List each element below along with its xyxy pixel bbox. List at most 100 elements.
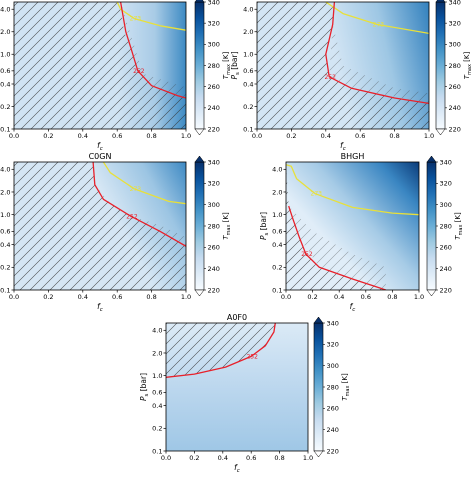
x-tick-label: 0.6 — [361, 293, 371, 301]
x-tick-label: 0.2 — [286, 132, 296, 140]
hatched-region — [166, 323, 276, 451]
colorbar-tick-label: 340 — [327, 319, 339, 327]
chart-panel-5: 252 A0F0 0.0 0.2 0.4 0.6 0.8 1.0 0.1 0.2 0.4 0.6 1.0… — [139, 313, 351, 474]
x-axis-label: fc — [234, 463, 240, 474]
colorbar-label: Tmax [K] — [341, 373, 351, 401]
y-tick-label: 1.0 — [0, 51, 10, 59]
plot-area: 273 252 — [286, 162, 419, 290]
colorbar-tick-label: 320 — [440, 180, 452, 188]
x-tick-label: 0.4 — [78, 132, 88, 140]
y-tick-label: 2.0 — [152, 349, 162, 357]
y-axis-label: Ps [bar] — [230, 51, 241, 79]
x-tick-label: 0.4 — [334, 293, 344, 301]
colorbar-tick-label: 240 — [449, 104, 461, 112]
colorbar-tick-label: 300 — [440, 201, 452, 209]
x-axis-label: fc — [340, 141, 346, 152]
colorbar-extend-bottom — [194, 289, 205, 297]
panel-title: C0GN — [89, 152, 112, 161]
colorbar-tick-label: 280 — [440, 222, 452, 230]
contour-label: 252 — [246, 353, 258, 360]
contour-label: 252 — [133, 68, 145, 75]
contour-252-line — [325, 2, 429, 105]
colorbar-tick-label: 280 — [208, 62, 220, 70]
y-tick-label: 1.0 — [152, 372, 162, 380]
y-tick-label: 0.4 — [0, 80, 10, 88]
x-tick-label: 0.8 — [146, 132, 156, 140]
y-tick-label: 4.0 — [0, 6, 10, 14]
contour-label: 252 — [325, 74, 337, 81]
hatched-region-partial — [120, 2, 186, 98]
colorbar-label: Tmax [K] — [463, 52, 473, 80]
y-tick-label: 2.0 — [243, 28, 253, 36]
colorbar-tick-label: 260 — [327, 405, 339, 413]
x-tick-label: 0.0 — [281, 293, 291, 301]
panel-title: BHGH — [341, 152, 365, 161]
colorbar-label-sub: max — [345, 386, 351, 397]
colorbar-tick-label: 260 — [208, 244, 220, 252]
x-tick-label: 0.6 — [112, 132, 122, 140]
hatched-region — [286, 165, 386, 290]
colorbar-label-unit: [K] — [463, 52, 471, 65]
y-tick-label: 1.0 — [272, 211, 282, 219]
plot-frame — [13, 1, 187, 130]
x-axis-label: fc — [97, 141, 103, 152]
colorbar-body — [194, 1, 205, 130]
x-tick-label: 0.8 — [389, 132, 399, 140]
y-tick-label: 0.6 — [0, 228, 10, 236]
y-tick-label: 2.0 — [272, 188, 282, 196]
colorbar-extend-bottom — [313, 450, 324, 458]
colorbar-tick-label: 220 — [327, 447, 339, 455]
colorbar-label-main: T — [341, 396, 349, 401]
y-axis-label: Ps [bar] — [259, 212, 270, 240]
hatched-region-partial — [329, 24, 429, 104]
colorbar-tick-label: 280 — [327, 383, 339, 391]
colorbar-tick-label: 280 — [449, 62, 461, 70]
y-axis-label: Ps [bar] — [139, 373, 150, 401]
colorbar-tick-label: 260 — [449, 83, 461, 91]
colorbar-label: Tmax [K] — [222, 212, 232, 240]
colorbar-extend-bottom — [435, 128, 446, 136]
y-tick-label: 0.6 — [272, 228, 282, 236]
x-tick-label: 0.0 — [161, 454, 171, 462]
hatched-region — [14, 162, 186, 290]
colorbar-tick-label: 240 — [440, 265, 452, 273]
colorbar: 220 240 260 280 300 320 340 Tmax [K] — [313, 316, 351, 458]
colorbar-extend-top — [426, 155, 437, 163]
x-tick-label: 0.2 — [43, 293, 53, 301]
y-axis-label-sub: s — [144, 394, 150, 397]
x-tick-label: 0.6 — [112, 293, 122, 301]
y-axis-label-main: P — [230, 75, 239, 80]
y-tick-label: 4.0 — [152, 327, 162, 335]
hatched-region-partial — [94, 184, 186, 247]
colorbar-tick-label: 300 — [208, 41, 220, 49]
y-axis-label-sub: s — [264, 233, 270, 236]
x-tick-label: 0.0 — [9, 132, 19, 140]
colorbar-extend-top — [313, 316, 324, 324]
contour-label: 273 — [373, 22, 385, 29]
colorbar-body — [435, 1, 446, 130]
x-tick-label: 0.8 — [274, 454, 284, 462]
x-tick-label: 0.6 — [246, 454, 256, 462]
contour-label: 252 — [126, 213, 138, 220]
x-tick-label: 0.8 — [387, 293, 397, 301]
contour-label: 273 — [130, 16, 142, 23]
y-tick-label: 4.0 — [272, 166, 282, 174]
colorbar-tick-label: 240 — [208, 104, 220, 112]
x-tick-label: 1.0 — [303, 454, 313, 462]
colorbar-tick-label: 220 — [449, 125, 461, 133]
colorbar-tick-label: 340 — [208, 0, 220, 6]
y-tick-label: 4.0 — [0, 166, 10, 174]
x-tick-label: 0.2 — [307, 293, 317, 301]
colorbar-label: Tmax [K] — [454, 212, 464, 240]
colorbar-tick-label: 220 — [208, 286, 220, 294]
colorbar-tick-label: 220 — [208, 125, 220, 133]
colorbar-tick-label: 320 — [449, 19, 461, 27]
colorbar-tick-label: 240 — [327, 426, 339, 434]
colorbar-extend-top — [435, 0, 446, 3]
x-tick-label: 0.4 — [78, 293, 88, 301]
colorbar-label-sub: max — [226, 225, 232, 236]
x-tick-label: 0.6 — [355, 132, 365, 140]
y-tick-label: 0.4 — [272, 241, 282, 249]
x-tick-label: 1.0 — [181, 293, 191, 301]
colorbar-tick-label: 320 — [208, 19, 220, 27]
